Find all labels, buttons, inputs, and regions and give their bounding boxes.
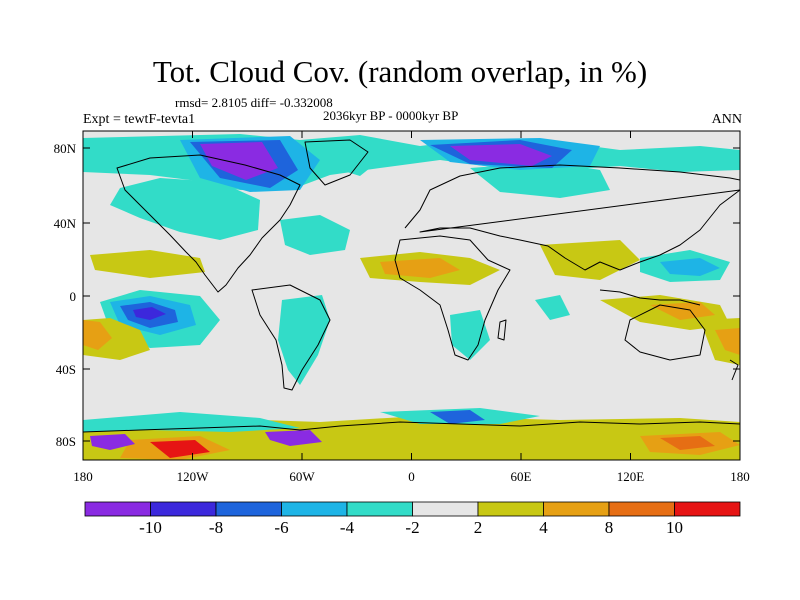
anomaly-region xyxy=(278,295,330,385)
anomaly-region xyxy=(380,258,460,278)
colorbar-label: -6 xyxy=(274,518,288,537)
lon-tick-label: 60E xyxy=(511,469,532,484)
colorbar-label: -2 xyxy=(405,518,419,537)
latitude-axis: 80N 40N 0 40S 80S xyxy=(54,141,740,449)
coastline-eurasia xyxy=(404,164,740,271)
anomaly-region xyxy=(110,178,260,240)
lat-tick-label: 0 xyxy=(70,289,77,304)
anomaly-region xyxy=(90,250,205,278)
coastline-greenland xyxy=(304,139,369,186)
colorbar-label: 4 xyxy=(539,518,548,537)
lat-tick-label: 80S xyxy=(56,434,76,449)
coastline-indonesia xyxy=(599,289,701,306)
anomaly-region xyxy=(535,295,570,320)
anomaly-region xyxy=(83,320,112,350)
colorbar-segment xyxy=(215,501,282,517)
coastline-south-america xyxy=(251,284,331,391)
anomaly-region xyxy=(715,328,740,355)
lat-tick-label: 40S xyxy=(56,362,76,377)
lon-tick-label: 0 xyxy=(408,469,415,484)
map-title: Tot. Cloud Cov. (random overlap, in %) xyxy=(152,54,648,89)
anomaly-region xyxy=(430,410,485,424)
lon-tick-label: 60W xyxy=(289,469,315,484)
anomaly-region xyxy=(332,140,380,176)
colorbar-segment xyxy=(477,501,544,517)
coastline-new-zealand xyxy=(729,359,739,381)
colorbar-segment xyxy=(412,501,479,517)
anomaly-region xyxy=(133,307,166,320)
anomaly-region xyxy=(280,215,350,255)
colorbar-label: 10 xyxy=(666,518,683,537)
coastline-africa xyxy=(394,235,511,361)
season-label: ANN xyxy=(711,112,742,127)
anomaly-region xyxy=(450,310,490,360)
colorbar: -10 -8 -6 -4 -2 2 4 8 10 xyxy=(84,501,741,537)
coastlines xyxy=(83,139,740,433)
colorbar-label: -8 xyxy=(209,518,223,537)
anomaly-region xyxy=(90,434,135,450)
anomaly-region xyxy=(265,430,322,446)
anomaly-region xyxy=(540,240,640,280)
anomaly-region xyxy=(660,258,720,276)
stats-text: rmsd= 2.8105 diff= -0.332008 xyxy=(175,95,333,110)
coastline-antarctica xyxy=(83,421,740,433)
colorbar-segment xyxy=(543,501,610,517)
colorbar-label: 2 xyxy=(474,518,483,537)
lon-tick-label: 120W xyxy=(177,469,210,484)
anomaly-region xyxy=(83,412,300,432)
period-text: 2036kyr BP - 0000kyr BP xyxy=(323,108,459,123)
lat-tick-label: 80N xyxy=(54,141,77,156)
colorbar-segment xyxy=(674,501,741,517)
anomaly-region xyxy=(150,440,210,458)
coastline-australia xyxy=(624,304,706,361)
anomaly-region xyxy=(200,142,278,180)
coastline-north-america xyxy=(116,154,301,293)
colorbar-segment xyxy=(84,501,151,517)
map-plot-area xyxy=(83,131,740,460)
colorbar-segment xyxy=(281,501,348,517)
experiment-label: Expt = tewtF-tevta1 xyxy=(83,112,196,127)
lon-tick-label: 180 xyxy=(730,469,750,484)
colorbar-segment xyxy=(150,501,217,517)
colorbar-segment xyxy=(608,501,675,517)
anomaly-region xyxy=(450,144,552,166)
colorbar-label: -10 xyxy=(139,518,162,537)
lat-tick-label: 40N xyxy=(54,216,77,231)
anomaly-region xyxy=(470,162,610,198)
longitude-axis: 180 120W 60W 0 60E 120E 180 xyxy=(73,131,750,484)
colorbar-segment xyxy=(346,501,413,517)
coastline-madagascar xyxy=(497,319,507,341)
anomaly-fields xyxy=(83,134,740,460)
colorbar-label: -4 xyxy=(340,518,355,537)
lon-tick-label: 180 xyxy=(73,469,93,484)
lon-tick-label: 120E xyxy=(617,469,645,484)
anomaly-region xyxy=(660,436,715,450)
colorbar-label: 8 xyxy=(605,518,614,537)
